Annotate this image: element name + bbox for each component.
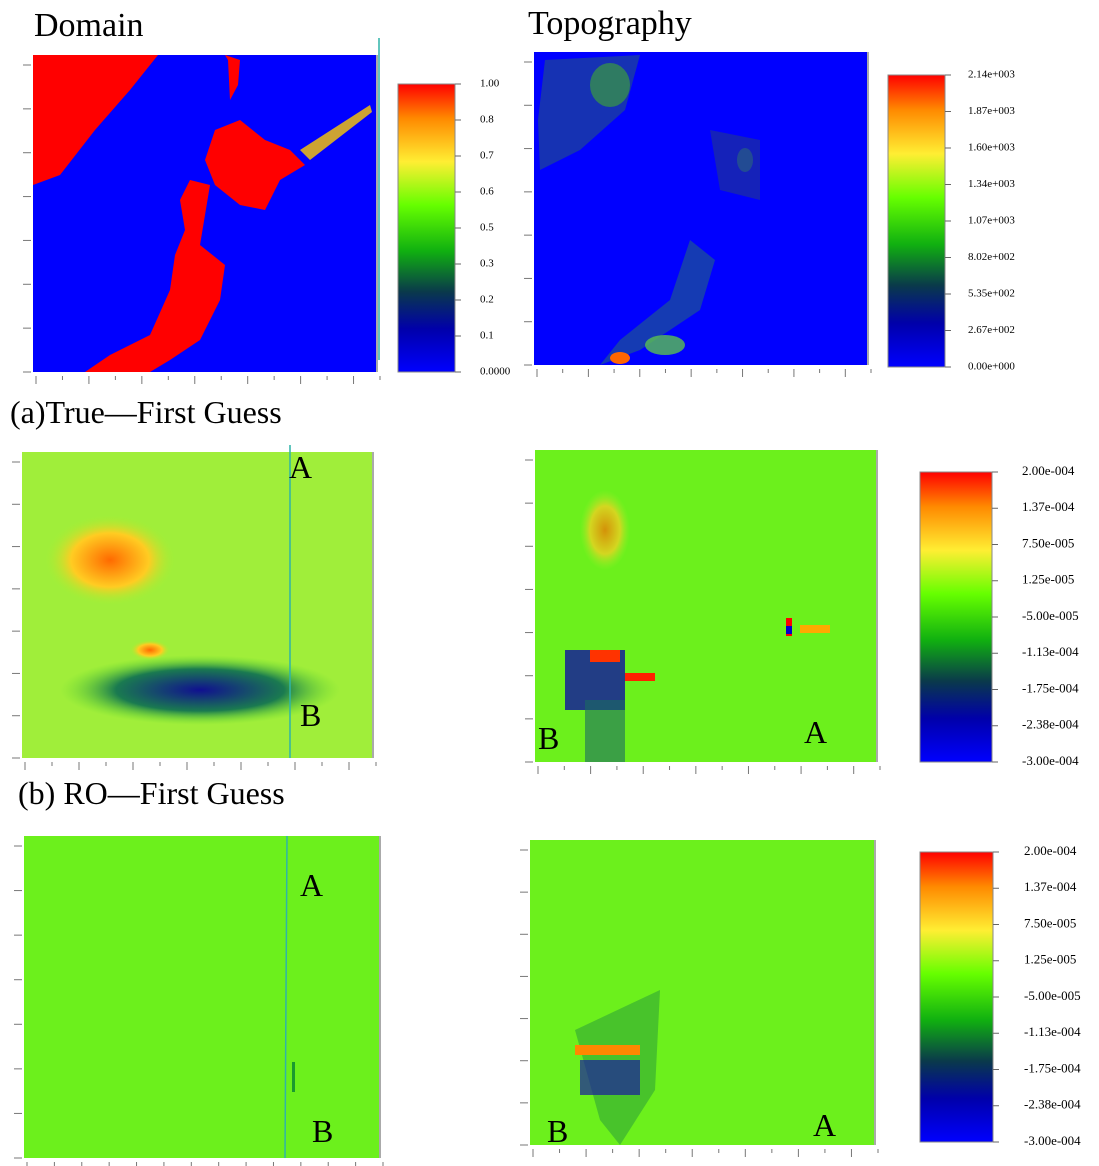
colorbar-label: 7.50e-005 xyxy=(1024,915,1076,930)
colorbar-label: 2.67e+002 xyxy=(968,324,1015,336)
colorbar-label: 1.37e-004 xyxy=(1024,879,1077,894)
point-label: A xyxy=(804,714,827,750)
colorbar-label: 7.50e-005 xyxy=(1022,535,1074,550)
colorbar-label: -3.00e-004 xyxy=(1022,753,1079,768)
colorbar-label: -2.38e-004 xyxy=(1024,1097,1081,1112)
colorbar-label: 0.7 xyxy=(480,150,494,162)
colorbar-label: 2.14e+003 xyxy=(968,69,1015,81)
colorbar-label: 1.25e-005 xyxy=(1024,952,1076,967)
colorbar-label: 1.87e+003 xyxy=(968,105,1015,117)
colorbar xyxy=(888,75,945,367)
colorbar-label: -1.75e-004 xyxy=(1024,1060,1081,1075)
colorbar-label: 1.34e+003 xyxy=(968,178,1015,190)
colorbar-label: 5.35e+002 xyxy=(968,288,1015,300)
colorbar-label: 2.00e-004 xyxy=(1022,463,1075,478)
colorbar-label: -5.00e-005 xyxy=(1022,608,1079,623)
point-label: A xyxy=(289,449,312,485)
colorbar-label: -3.00e-004 xyxy=(1024,1133,1081,1148)
colorbar xyxy=(398,84,455,372)
colorbar-label: -5.00e-005 xyxy=(1024,988,1081,1003)
colorbar-label: 0.2 xyxy=(480,294,494,306)
point-label: B xyxy=(312,1113,333,1149)
colorbar-label: 0.6 xyxy=(480,186,494,198)
domain-map xyxy=(33,38,379,372)
colorbar-label: -2.38e-004 xyxy=(1022,717,1079,732)
row-label: (a)True—First Guess xyxy=(10,394,282,430)
ro-minus-guess-left xyxy=(24,836,380,1158)
panel-title: Topography xyxy=(528,5,692,42)
topography-map xyxy=(534,52,868,365)
ro-minus-guess-right xyxy=(530,840,875,1145)
panel-title: Domain xyxy=(34,7,144,44)
colorbar-label: 1.07e+003 xyxy=(968,215,1015,227)
colorbar xyxy=(920,852,993,1142)
colorbar-label: 8.02e+002 xyxy=(968,251,1015,263)
colorbar-label: 2.00e-004 xyxy=(1024,843,1077,858)
colorbar-label: -1.13e-004 xyxy=(1024,1024,1081,1039)
colorbar-label: 0.3 xyxy=(480,258,494,270)
point-label: A xyxy=(300,867,323,903)
colorbar-label: 0.8 xyxy=(480,114,494,126)
point-label: A xyxy=(813,1107,836,1143)
colorbar-label: 0.00e+000 xyxy=(968,361,1015,373)
colorbar-label: -1.75e-004 xyxy=(1022,680,1079,695)
colorbar-label: 1.60e+003 xyxy=(968,142,1015,154)
colorbar-label: 1.00 xyxy=(480,78,500,90)
colorbar-label: 0.0000 xyxy=(480,366,511,378)
figure: Domain Topography (a)True—First Guess xyxy=(0,0,1099,1166)
point-label: B xyxy=(300,697,321,733)
colorbar-label: 1.25e-005 xyxy=(1022,572,1074,587)
colorbar xyxy=(920,472,992,762)
colorbar-label: 1.37e-004 xyxy=(1022,499,1075,514)
colorbar-label: 0.5 xyxy=(480,222,494,234)
point-label: B xyxy=(547,1113,568,1149)
row-label: (b) RO—First Guess xyxy=(18,775,285,811)
colorbar-label: -1.13e-004 xyxy=(1022,644,1079,659)
colorbar-label: 0.1 xyxy=(480,330,494,342)
point-label: B xyxy=(538,720,559,756)
